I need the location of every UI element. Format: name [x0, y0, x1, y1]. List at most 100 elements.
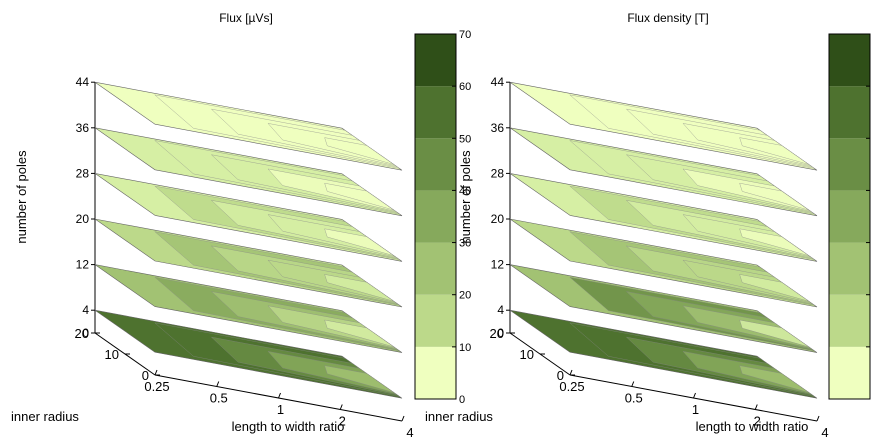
slice [94, 309, 403, 399]
colorbar-tick-label: 30 [459, 238, 471, 250]
z-tick-label: 4 [82, 303, 89, 317]
colorbar-swatch [415, 34, 456, 87]
x-tick-label: 2 [754, 414, 761, 429]
y-tick-label: 10 [105, 347, 119, 362]
colorbar-tick-label: 60 [459, 81, 471, 93]
colorbar-swatch [415, 346, 456, 399]
colorbar-tick-label: 0 [459, 394, 465, 406]
slice [509, 81, 818, 171]
slice [94, 127, 403, 217]
slice [509, 127, 818, 217]
colorbar-frame [414, 33, 457, 400]
x-tick [631, 381, 635, 387]
x-tick-label: 4 [821, 425, 828, 440]
x-tick-label: 0.5 [210, 391, 228, 406]
z-axis-label: number of poles [458, 150, 473, 244]
slice [509, 264, 818, 353]
z-tick-label: 28 [491, 166, 505, 180]
x-tick-label: 0.25 [144, 379, 169, 394]
z-axis-label: number of poles [14, 150, 29, 244]
z-tick-label: 12 [491, 258, 505, 272]
contour-band [324, 137, 394, 165]
contour-band [739, 319, 809, 348]
contour-band [324, 182, 394, 211]
colorbar: 0.10.20.30.40.50.6 [828, 33, 871, 400]
contour-band [324, 228, 394, 256]
z-tick-label: 12 [76, 258, 90, 272]
x-tick [693, 392, 696, 399]
x-tick [816, 415, 820, 422]
y-tick-label: 20 [490, 326, 504, 341]
panel-flux-density: Flux density [T] 0412202836440.250.51240… [425, 11, 871, 440]
colorbar-tick-label: 10 [459, 342, 471, 354]
contour-band [739, 182, 809, 211]
y-tick-label: 0 [557, 368, 564, 383]
colorbar-tick-label: 70 [459, 29, 471, 41]
y-tick-label: 20 [75, 326, 89, 341]
contour-band [739, 274, 809, 302]
x-tick-label: 0.25 [559, 379, 584, 394]
chart-title: Flux [µVs] [219, 11, 273, 25]
slice [509, 218, 818, 308]
x-tick-label: 1 [277, 402, 284, 417]
contour-band [739, 365, 809, 393]
z-tick-label: 44 [491, 75, 505, 89]
colorbar-swatch [415, 138, 456, 191]
x-tick-label: 2 [339, 414, 346, 429]
colorbar-tick-label: 40 [459, 185, 471, 197]
z-tick-label: 0 [82, 326, 89, 340]
z-tick-label: 28 [76, 166, 90, 180]
z-tick-label: 4 [497, 303, 504, 317]
colorbar-swatch [415, 242, 456, 295]
x-tick [401, 415, 405, 422]
y-tick-label: 10 [520, 347, 534, 362]
x-tick-label: 1 [692, 402, 699, 417]
slice [509, 309, 818, 399]
x-axis-label: length to width ratio [696, 419, 809, 434]
contour-band [324, 274, 394, 302]
z-tick-label: 20 [76, 212, 90, 226]
x-tick [569, 369, 573, 376]
y-axis-label: inner radius [11, 409, 79, 424]
z-tick-label: 0 [497, 326, 504, 340]
colorbar-swatch [829, 138, 870, 191]
colorbar-swatch [829, 346, 870, 399]
x-tick [754, 404, 758, 410]
y-axis-label: inner radius [425, 409, 493, 424]
colorbar-swatch [415, 190, 456, 243]
contour-band [324, 319, 394, 348]
colorbar-swatch [415, 86, 456, 139]
slice [94, 81, 403, 171]
slice [94, 218, 403, 308]
x-tick [278, 392, 281, 399]
x-axis-label: length to width ratio [232, 419, 345, 434]
slice [94, 264, 403, 353]
z-tick-label: 20 [491, 212, 505, 226]
colorbar-swatch [829, 190, 870, 243]
x-tick-label: 4 [406, 425, 413, 440]
chart-title: Flux density [T] [627, 11, 708, 25]
z-tick-label: 36 [76, 121, 90, 135]
slice [94, 173, 403, 262]
z-tick-label: 36 [491, 121, 505, 135]
colorbar-tick-label: 20 [459, 290, 471, 302]
colorbar-swatch [829, 86, 870, 139]
colorbar-swatch [829, 242, 870, 295]
colorbar-tick-label: 50 [459, 133, 471, 145]
colorbar-swatch [415, 294, 456, 347]
contour-band [324, 365, 394, 393]
x-tick-label: 0.5 [625, 391, 643, 406]
slice [509, 173, 818, 262]
colorbar: 0 10 20 30 40 50 60 70 [414, 29, 471, 406]
z-tick-label: 44 [76, 75, 90, 89]
x-tick [339, 404, 343, 410]
y-tick-label: 0 [142, 368, 149, 383]
x-tick [216, 381, 220, 387]
colorbar-swatch [829, 294, 870, 347]
colorbar-swatch [829, 34, 870, 87]
x-tick [154, 369, 158, 376]
